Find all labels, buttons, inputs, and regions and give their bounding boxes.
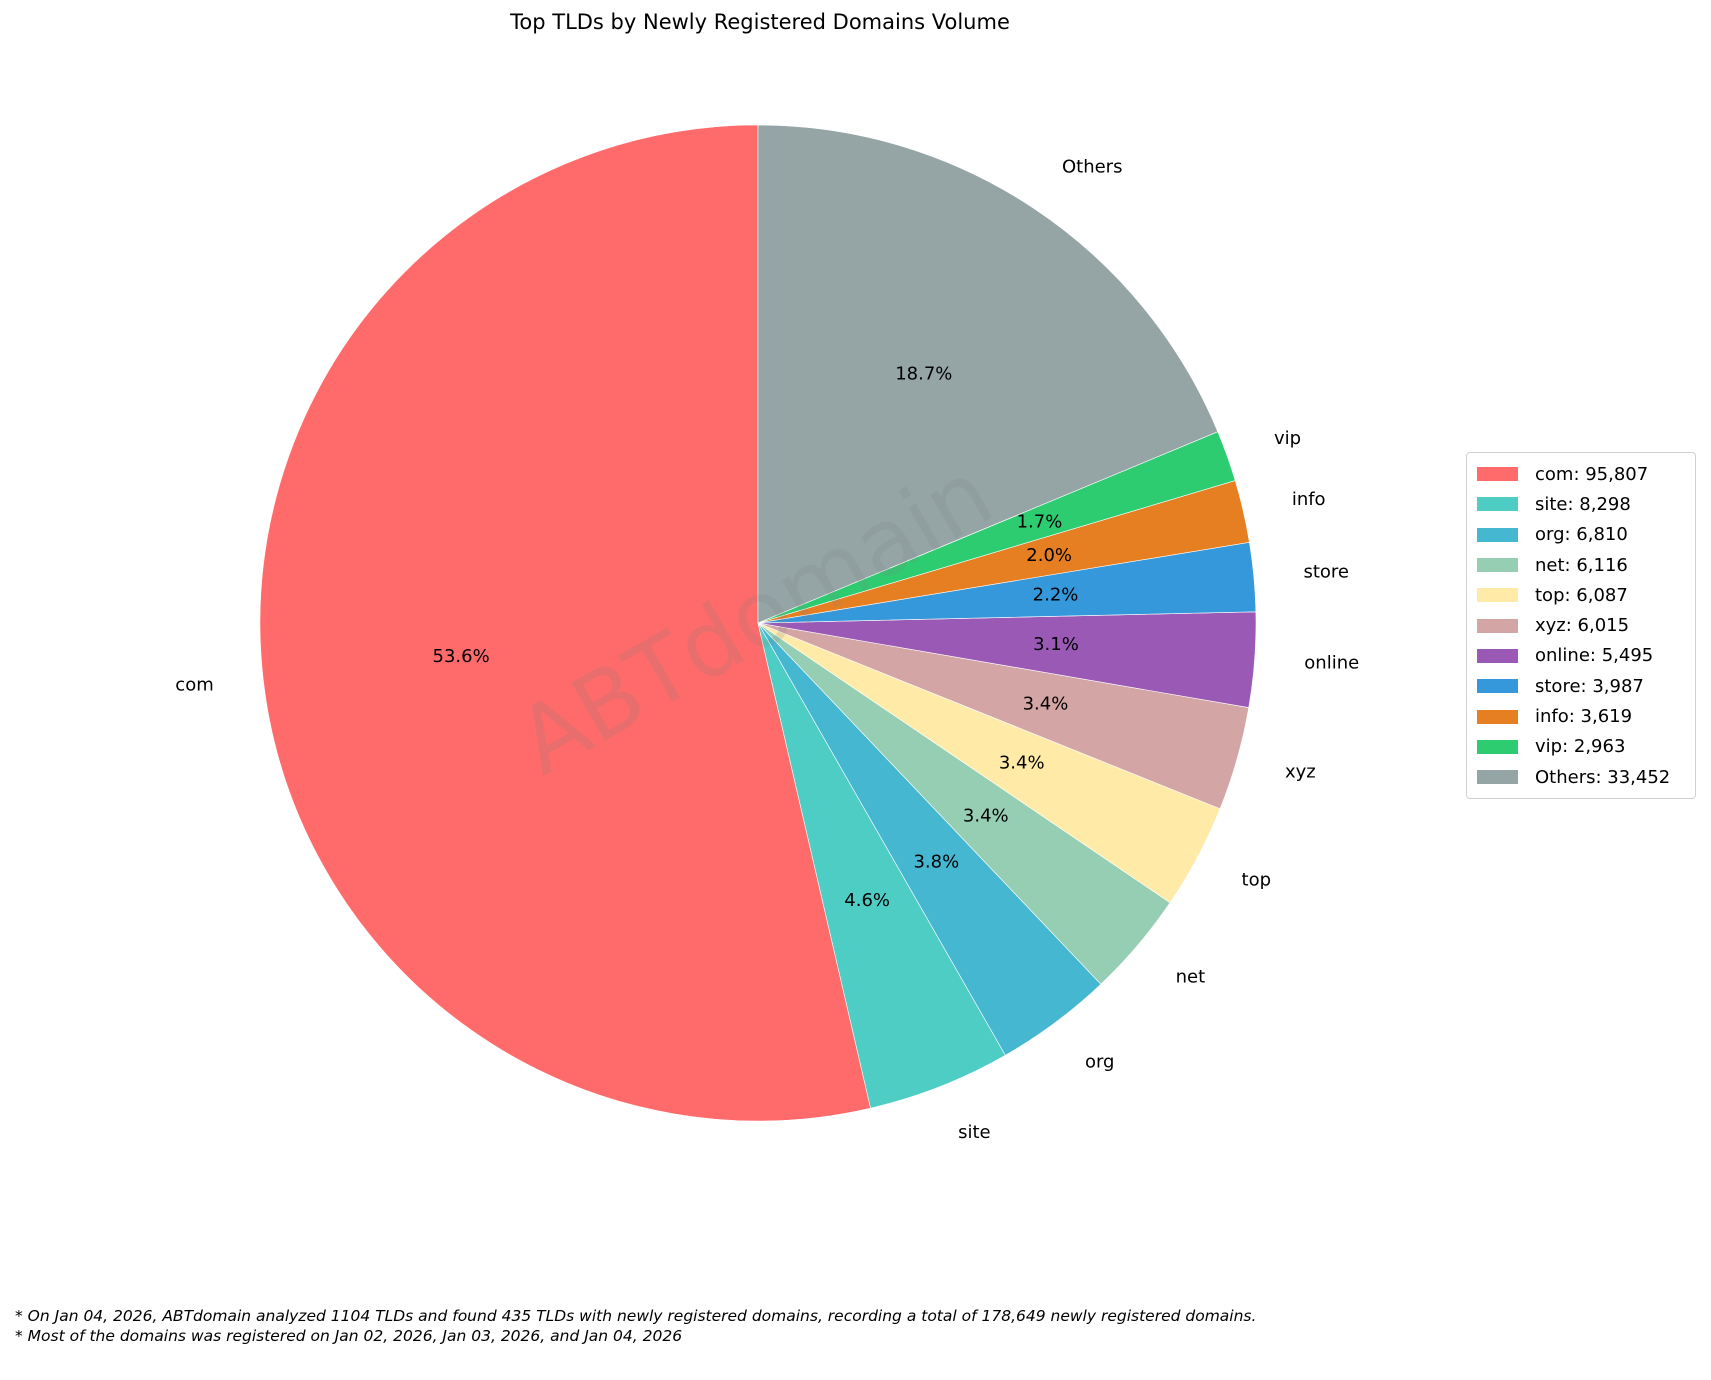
category-label-com: com <box>175 674 213 695</box>
percent-label-info: 2.0% <box>1026 545 1072 566</box>
legend-swatch <box>1477 618 1518 633</box>
legend-swatch <box>1477 467 1518 482</box>
legend-item-com: com: 95,807 <box>1467 459 1695 489</box>
legend-swatch <box>1477 648 1518 663</box>
legend-label: net: 6,116 <box>1535 554 1628 576</box>
category-label-site: site <box>958 1122 991 1143</box>
chart-title: Top TLDs by Newly Registered Domains Vol… <box>510 10 1010 34</box>
category-label-top: top <box>1242 869 1272 890</box>
percent-label-xyz: 3.4% <box>1023 694 1069 715</box>
legend-item-xyz: xyz: 6,015 <box>1467 610 1695 640</box>
legend-label: Others: 33,452 <box>1535 766 1671 788</box>
legend-swatch <box>1477 709 1518 724</box>
legend-item-vip: vip: 2,963 <box>1467 732 1695 762</box>
legend-label: online: 5,495 <box>1535 645 1654 667</box>
legend-swatch <box>1477 497 1518 512</box>
percent-label-others: 18.7% <box>895 363 952 384</box>
legend-item-net: net: 6,116 <box>1467 550 1695 580</box>
legend-swatch <box>1477 527 1518 542</box>
category-labels: com site org net top xyz online store info vip Oth… <box>175 156 1359 1143</box>
pie-slices <box>259 124 1257 1122</box>
legend-item-online: online: 5,495 <box>1467 641 1695 671</box>
legend-label: vip: 2,963 <box>1535 736 1626 758</box>
legend-label: com: 95,807 <box>1535 463 1649 485</box>
percent-label-top: 3.4% <box>999 752 1045 773</box>
legend-item-others: Others: 33,452 <box>1467 762 1695 792</box>
category-label-org: org <box>1085 1052 1115 1073</box>
footnote-line-1: * On Jan 04, 2026, ABTdomain analyzed 11… <box>15 1307 1257 1325</box>
legend-item-info: info: 3,619 <box>1467 701 1695 731</box>
legend: com: 95,807 site: 8,298 org: 6,810 net: 6,1… <box>1466 452 1696 800</box>
footnote-line-2: * Most of the domains was registered on … <box>15 1327 683 1345</box>
footnotes: * On Jan 04, 2026, ABTdomain analyzed 11… <box>15 1306 1256 1346</box>
percent-label-site: 4.6% <box>844 890 890 911</box>
category-label-vip: vip <box>1274 428 1301 449</box>
percent-label-vip: 1.7% <box>1017 512 1063 533</box>
legend-label: xyz: 6,015 <box>1535 615 1630 637</box>
category-label-others: Others <box>1062 156 1123 177</box>
legend-item-site: site: 8,298 <box>1467 489 1695 519</box>
legend-label: info: 3,619 <box>1535 706 1633 728</box>
legend-label: store: 3,987 <box>1535 675 1644 697</box>
legend-item-top: top: 6,087 <box>1467 580 1695 610</box>
percent-label-online: 3.1% <box>1033 634 1079 655</box>
legend-label: org: 6,810 <box>1535 524 1628 546</box>
legend-swatch <box>1477 739 1518 754</box>
percent-label-com: 53.6% <box>433 646 490 667</box>
percent-labels: 53.6% 4.6% 3.8% 3.4% 3.4% 3.4% 3.1% 2.2% 2.0% 1.7… <box>433 363 1079 911</box>
legend-item-store: store: 3,987 <box>1467 671 1695 701</box>
legend-swatch <box>1477 770 1518 785</box>
category-label-online: online <box>1304 653 1359 674</box>
legend-label: top: 6,087 <box>1535 584 1628 606</box>
percent-label-store: 2.2% <box>1033 584 1079 605</box>
percent-label-org: 3.8% <box>913 852 959 873</box>
category-label-store: store <box>1303 561 1349 582</box>
legend-swatch <box>1477 679 1518 694</box>
category-label-net: net <box>1176 967 1206 988</box>
pie-chart: ABTdomain 53.6%4.6%3.8%3.4%3.4%3.4%3.1%2… <box>175 124 1359 1143</box>
percent-label-net: 3.4% <box>963 805 1009 826</box>
category-label-info: info <box>1292 489 1326 510</box>
legend-swatch <box>1477 558 1518 573</box>
pie-slice-others <box>757 124 1219 624</box>
legend-label: site: 8,298 <box>1535 493 1631 515</box>
pie-slice-com <box>259 124 871 1122</box>
category-label-xyz: xyz <box>1285 762 1316 783</box>
legend-item-org: org: 6,810 <box>1467 520 1695 550</box>
legend-swatch <box>1477 588 1518 603</box>
